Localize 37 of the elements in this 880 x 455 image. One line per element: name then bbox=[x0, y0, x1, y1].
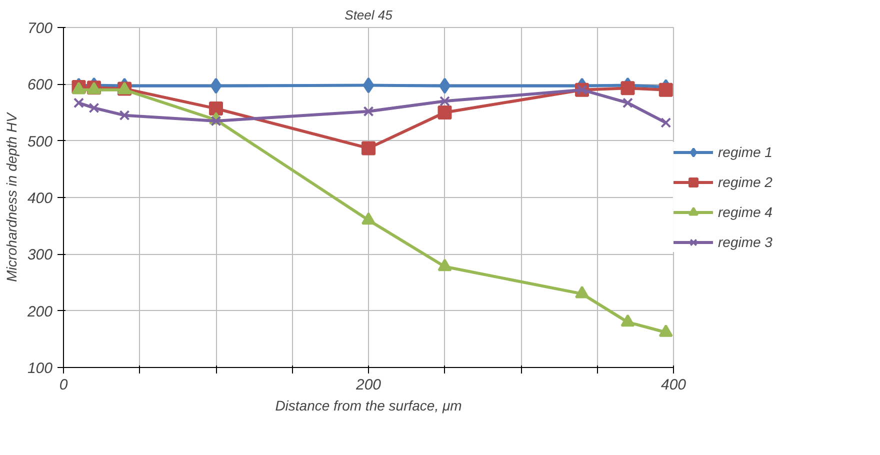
point bbox=[362, 77, 374, 94]
chart-title: Steel 45 bbox=[344, 8, 394, 22]
y-tick-label: 100 bbox=[27, 360, 54, 377]
y-tick-label: 500 bbox=[27, 133, 54, 150]
point bbox=[622, 98, 633, 108]
point bbox=[209, 102, 223, 116]
point bbox=[88, 102, 100, 114]
point bbox=[362, 141, 376, 156]
point bbox=[74, 98, 84, 108]
y-tick-label: 200 bbox=[26, 303, 54, 320]
point bbox=[658, 324, 673, 337]
point bbox=[210, 116, 222, 126]
legend-label: regime 4 bbox=[718, 204, 774, 220]
point bbox=[362, 212, 376, 225]
legend-label: regime 3 bbox=[718, 234, 774, 250]
legend-label: regime 1 bbox=[718, 144, 774, 160]
x-tick-label: 0 bbox=[59, 376, 68, 394]
point bbox=[575, 286, 589, 298]
y-tick-label: 400 bbox=[27, 190, 54, 207]
point bbox=[363, 106, 374, 117]
x-tick-label: 400 bbox=[660, 376, 687, 394]
x-axis-title: Distance from the surface, μm bbox=[275, 398, 462, 414]
point bbox=[119, 110, 130, 121]
point bbox=[438, 258, 452, 272]
point bbox=[438, 106, 452, 120]
y-tick-label: 700 bbox=[27, 20, 54, 37]
y-tick-label: 600 bbox=[27, 76, 54, 94]
point bbox=[660, 117, 672, 128]
x-tick-label: 200 bbox=[354, 376, 382, 394]
point bbox=[440, 96, 450, 106]
legend-label: regime 2 bbox=[718, 174, 774, 190]
point bbox=[658, 82, 673, 97]
y-tick-label: 300 bbox=[27, 246, 54, 264]
point bbox=[210, 78, 222, 94]
point bbox=[620, 81, 635, 96]
point bbox=[620, 314, 635, 327]
y-axis-title: Microhardness in depth HV bbox=[3, 111, 20, 282]
